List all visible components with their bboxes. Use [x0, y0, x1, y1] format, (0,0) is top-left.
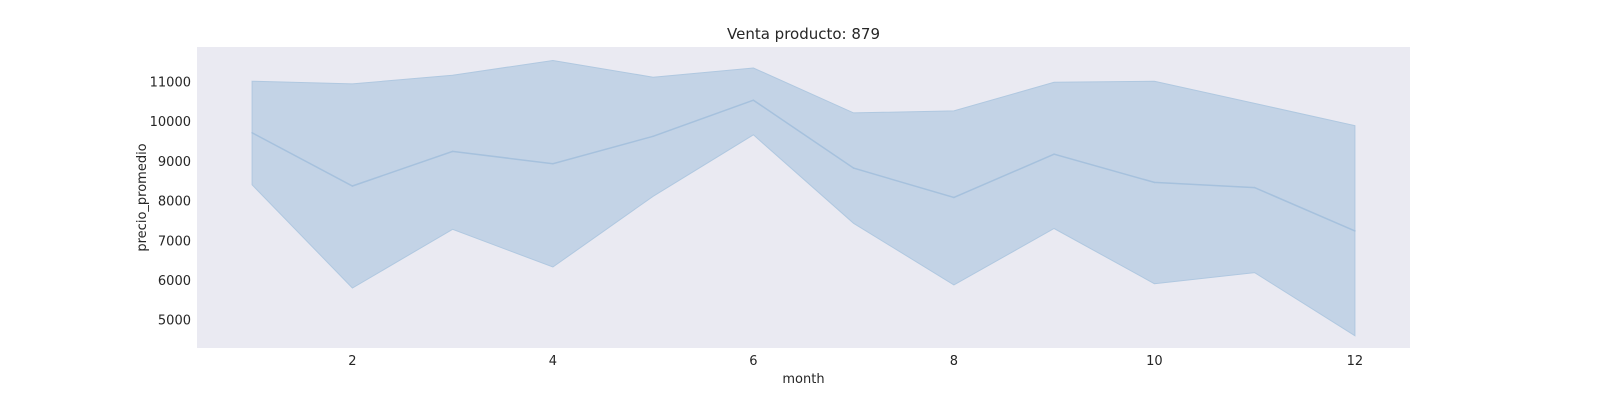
x-tick-label: 2 — [348, 354, 356, 369]
data-point — [351, 185, 354, 187]
x-tick-label: 6 — [749, 354, 757, 369]
y-tick-label: 5000 — [158, 314, 191, 329]
y-tick-label: 11000 — [150, 75, 191, 90]
data-point — [852, 167, 855, 169]
y-axis-label: precio_promedio — [135, 143, 150, 251]
y-tick-label: 10000 — [150, 115, 191, 130]
data-point — [1354, 230, 1356, 232]
data-point — [552, 162, 554, 165]
chart-title: Venta producto: 879 — [727, 25, 880, 43]
confidence-band — [251, 59, 1356, 337]
y-axis-ticks: 5000 6000 7000 8000 9000 10000 11000 — [150, 75, 191, 328]
data-point — [752, 99, 755, 101]
y-tick-label: 8000 — [158, 195, 191, 210]
y-tick-label: 9000 — [158, 155, 191, 170]
confidence-band-layer — [251, 59, 1356, 337]
y-tick-label: 6000 — [158, 274, 191, 289]
x-tick-label: 4 — [549, 354, 557, 369]
x-tick-label: 10 — [1146, 354, 1163, 369]
series-line-layer — [251, 99, 1356, 232]
x-axis-label: month — [782, 372, 824, 387]
data-point — [251, 132, 253, 134]
data-point — [953, 196, 955, 199]
data-point — [1253, 186, 1256, 189]
x-axis-ticks: 2 4 6 8 10 12 — [348, 354, 1363, 369]
series-line — [251, 99, 1356, 232]
y-tick-label: 7000 — [158, 234, 191, 249]
data-point — [652, 135, 654, 138]
data-point — [1153, 181, 1156, 184]
data-point — [451, 150, 454, 153]
x-tick-label: 12 — [1347, 354, 1364, 369]
data-point — [1053, 153, 1055, 155]
x-tick-label: 8 — [950, 354, 958, 369]
